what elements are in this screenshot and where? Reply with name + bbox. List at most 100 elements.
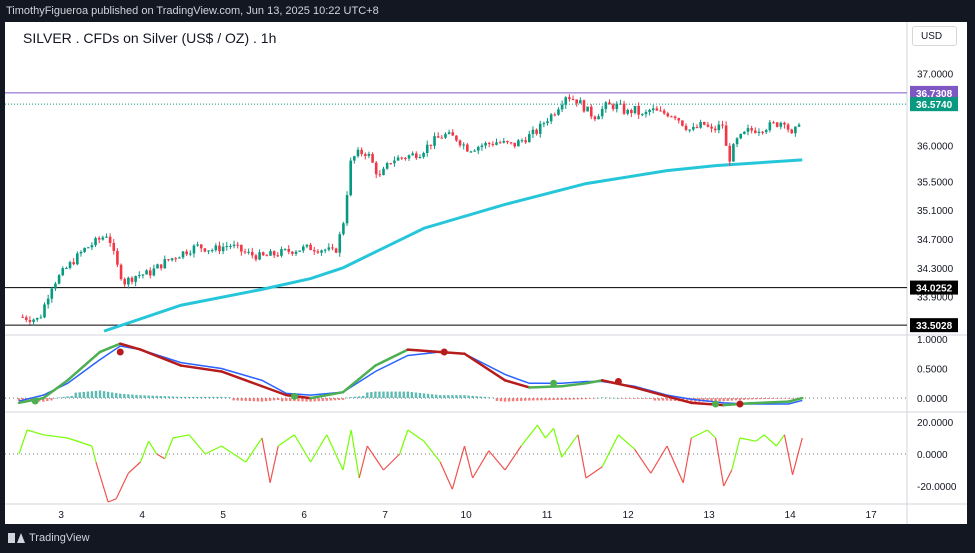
osc1-histogram-bar <box>738 398 742 401</box>
osc2-line <box>488 450 506 471</box>
osc1-cross-dot <box>440 348 448 356</box>
candle-body <box>487 142 491 144</box>
candle-body <box>644 112 648 115</box>
osc1-histogram-bar <box>669 398 673 401</box>
candle-body <box>495 142 498 145</box>
osc1-histogram-bar <box>434 394 438 399</box>
osc2-line <box>691 429 708 439</box>
candle-body <box>480 145 484 147</box>
candle-body <box>269 251 272 256</box>
candle-body <box>462 144 465 146</box>
osc2-line <box>439 461 453 490</box>
candle-body <box>622 103 626 114</box>
candle-body <box>393 160 396 164</box>
candle-body <box>794 126 797 134</box>
osc1-histogram-bar <box>430 394 434 399</box>
osc1-histogram-bar <box>686 398 689 402</box>
chart-svg[interactable]: 37.0000 36.0000 35.5000 35.1000 34.7000 34.30… <box>5 22 967 524</box>
osc1-histogram-bar <box>208 396 211 399</box>
osc1-histogram-bar <box>742 398 746 400</box>
candle-body <box>553 114 557 116</box>
candle-body <box>633 105 637 114</box>
candle-body <box>546 121 549 124</box>
osc2-line <box>399 429 409 455</box>
osc1-histogram-bar <box>382 391 385 399</box>
candle-body <box>320 250 323 253</box>
osc1-histogram-bar <box>657 398 661 401</box>
osc1-histogram-bar <box>402 391 405 399</box>
osc2-line <box>585 466 603 479</box>
candle-body <box>670 116 673 118</box>
osc2-line <box>164 437 174 460</box>
price-tick-label: 35.5000 <box>917 177 954 188</box>
candle-body <box>163 259 167 269</box>
candle-body <box>721 124 724 126</box>
osc1-histogram-bar <box>321 398 324 401</box>
osc1-tick-label: 0.5000 <box>917 365 948 376</box>
candle-body <box>90 245 94 248</box>
osc1-histogram-bar <box>649 398 652 399</box>
candle-body <box>630 109 633 114</box>
osc1-histogram-bar <box>540 398 543 401</box>
candle-body <box>276 255 280 257</box>
osc2-line <box>342 429 352 471</box>
osc2-line <box>245 437 263 463</box>
candle-body <box>702 122 706 125</box>
candle-body <box>363 154 367 156</box>
osc2-line <box>715 437 725 487</box>
candle-body <box>353 156 356 161</box>
candle-body <box>666 113 670 117</box>
candle-body <box>411 153 414 156</box>
candle-body <box>396 157 400 161</box>
osc1-histogram-bar <box>613 397 616 399</box>
osc1-main-line <box>309 390 345 400</box>
candle-body <box>557 109 560 115</box>
candle-body <box>178 257 181 259</box>
osc1-histogram-bar <box>341 398 345 400</box>
candle-body <box>367 153 371 156</box>
osc2-line <box>127 461 141 474</box>
candle-body <box>94 238 97 246</box>
candle-body <box>196 244 199 246</box>
osc1-histogram-bar <box>252 398 256 402</box>
osc1-histogram-bar <box>345 397 349 399</box>
candle-body <box>713 128 717 131</box>
osc2-line <box>731 437 741 471</box>
time-tick-label: 5 <box>220 510 226 521</box>
publisher-bar: TimothyFigueroa published on TradingView… <box>0 0 975 22</box>
osc2-line <box>277 434 295 447</box>
candle-body <box>382 168 385 176</box>
osc2-line <box>634 448 652 474</box>
candle-body <box>261 252 265 256</box>
osc1-histogram-bar <box>706 398 709 402</box>
candle-body <box>564 97 568 105</box>
candle-body <box>203 248 207 252</box>
osc2-line <box>156 453 166 460</box>
candle-body <box>531 129 535 135</box>
candle-body <box>764 130 768 133</box>
candle-body <box>724 125 728 146</box>
osc1-histogram-bar <box>86 391 90 399</box>
osc1-tick-label: 0.0000 <box>917 394 948 405</box>
candle-body <box>156 264 159 269</box>
currency-button[interactable]: USD <box>912 26 957 46</box>
candle-body <box>753 130 757 133</box>
osc2-tick-label: 0.0000 <box>917 450 948 461</box>
candle-body <box>571 99 575 101</box>
osc1-main-line <box>179 364 223 373</box>
osc1-histogram-bar <box>313 398 316 402</box>
candle-body <box>739 133 743 139</box>
osc1-histogram-bar <box>349 397 353 399</box>
osc1-histogram-bar <box>191 396 195 399</box>
tradingview-logo[interactable]: TradingView <box>8 532 90 544</box>
osc2-line <box>269 445 279 483</box>
candle-body <box>735 138 739 145</box>
osc2-line <box>577 434 587 479</box>
candle-body <box>199 244 203 249</box>
candle-body <box>425 144 429 153</box>
candle-body <box>57 275 61 284</box>
candle-body <box>498 142 502 144</box>
osc1-main-line <box>139 348 183 367</box>
candle-body <box>137 275 141 277</box>
candle-body <box>159 264 163 269</box>
